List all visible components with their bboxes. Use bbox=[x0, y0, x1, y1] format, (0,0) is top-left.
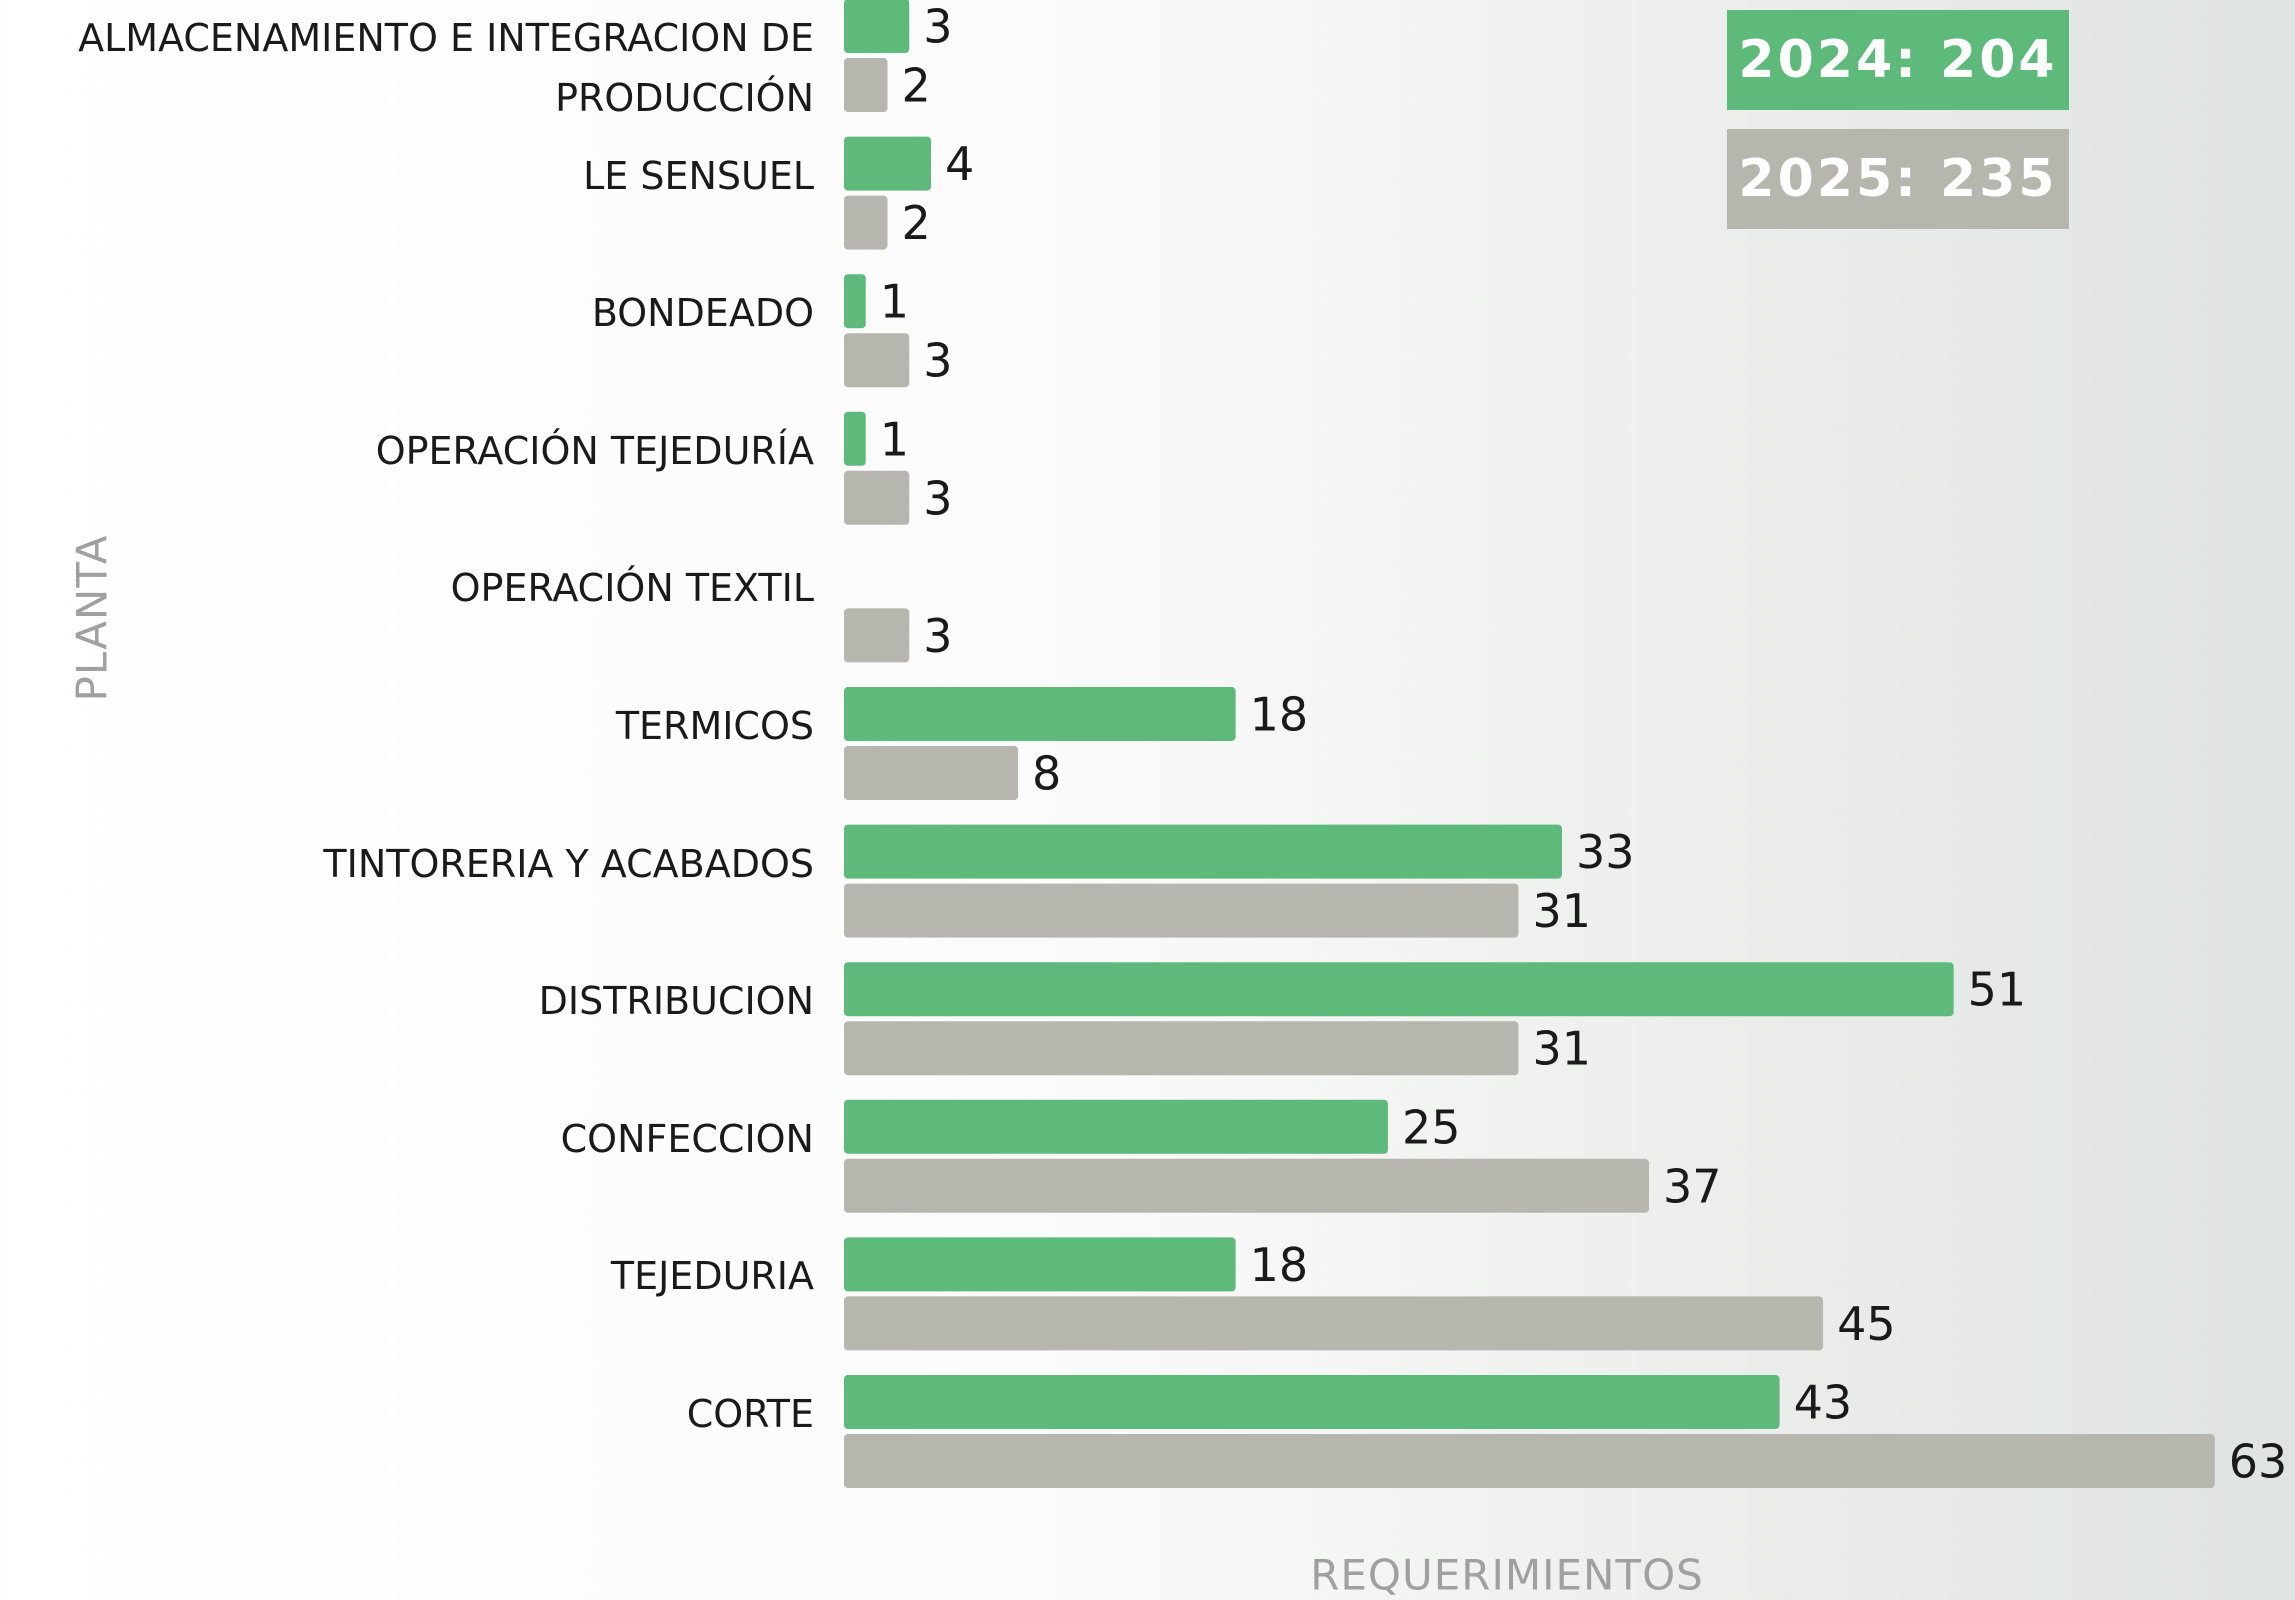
value-label: 31 bbox=[1532, 1022, 1591, 1076]
bar bbox=[844, 0, 910, 53]
x-axis-label: REQUERIMIENTOS bbox=[1310, 1550, 1704, 1600]
y-tick-label: LE SENSUEL bbox=[583, 153, 814, 198]
y-tick-label: CORTE bbox=[686, 1392, 814, 1436]
y-tick-label: ALMACENAMIENTO E INTEGRACION DE PRODUCCI… bbox=[78, 16, 814, 120]
bar bbox=[844, 333, 910, 388]
bar bbox=[844, 687, 1236, 741]
value-label: 1 bbox=[880, 275, 909, 329]
bar bbox=[844, 274, 866, 329]
value-label: 43 bbox=[1794, 1376, 1853, 1430]
y-tick-label: BONDEADO bbox=[591, 291, 814, 336]
legend-item: 2025: 235 bbox=[1727, 129, 2069, 229]
bar bbox=[844, 58, 888, 112]
bar bbox=[844, 962, 1954, 1017]
y-tick-label: TERMICOS bbox=[615, 704, 814, 748]
value-label: 63 bbox=[2229, 1435, 2288, 1489]
bar bbox=[844, 411, 866, 466]
bar bbox=[844, 746, 1019, 800]
value-label: 1 bbox=[880, 412, 909, 466]
value-label: 2 bbox=[902, 59, 931, 113]
value-label: 25 bbox=[1402, 1100, 1461, 1154]
value-label: 3 bbox=[923, 0, 952, 54]
y-axis-label: PLANTA bbox=[67, 534, 117, 702]
value-label: 3 bbox=[923, 471, 952, 525]
value-label: 37 bbox=[1663, 1159, 1722, 1213]
y-tick-label: TEJEDURIA bbox=[610, 1254, 814, 1299]
bar bbox=[844, 1296, 1824, 1351]
legend-item: 2024: 204 bbox=[1727, 10, 2069, 110]
y-tick-label: DISTRIBUCION bbox=[538, 979, 814, 1024]
y-tick-label: TINTORERIA Y ACABADOS bbox=[323, 841, 814, 886]
value-label: 3 bbox=[923, 609, 952, 663]
value-label: 45 bbox=[1837, 1297, 1896, 1351]
value-label: 18 bbox=[1250, 688, 1309, 742]
bar bbox=[844, 1099, 1388, 1154]
bar bbox=[844, 1158, 1650, 1213]
value-label: 8 bbox=[1032, 747, 1061, 801]
value-label: 33 bbox=[1576, 825, 1635, 879]
value-label: 31 bbox=[1532, 884, 1591, 938]
bar bbox=[844, 1021, 1519, 1076]
value-label: 2 bbox=[902, 196, 931, 250]
bar bbox=[844, 136, 932, 191]
y-tick-label: OPERACIÓN TEJEDURÍA bbox=[375, 428, 814, 473]
value-label: 18 bbox=[1250, 1238, 1309, 1292]
value-label: 3 bbox=[923, 334, 952, 388]
bar bbox=[844, 470, 910, 525]
value-label: 51 bbox=[1968, 963, 2027, 1017]
bar bbox=[844, 1375, 1780, 1429]
y-tick-label: OPERACIÓN TEXTIL bbox=[450, 566, 814, 611]
y-tick-label: CONFECCION bbox=[560, 1116, 814, 1161]
value-label: 4 bbox=[945, 137, 974, 191]
bar bbox=[844, 883, 1519, 938]
bar bbox=[844, 824, 1562, 879]
bar bbox=[844, 1237, 1236, 1292]
bar bbox=[844, 1434, 2215, 1488]
bar bbox=[844, 608, 910, 663]
bar bbox=[844, 195, 888, 250]
